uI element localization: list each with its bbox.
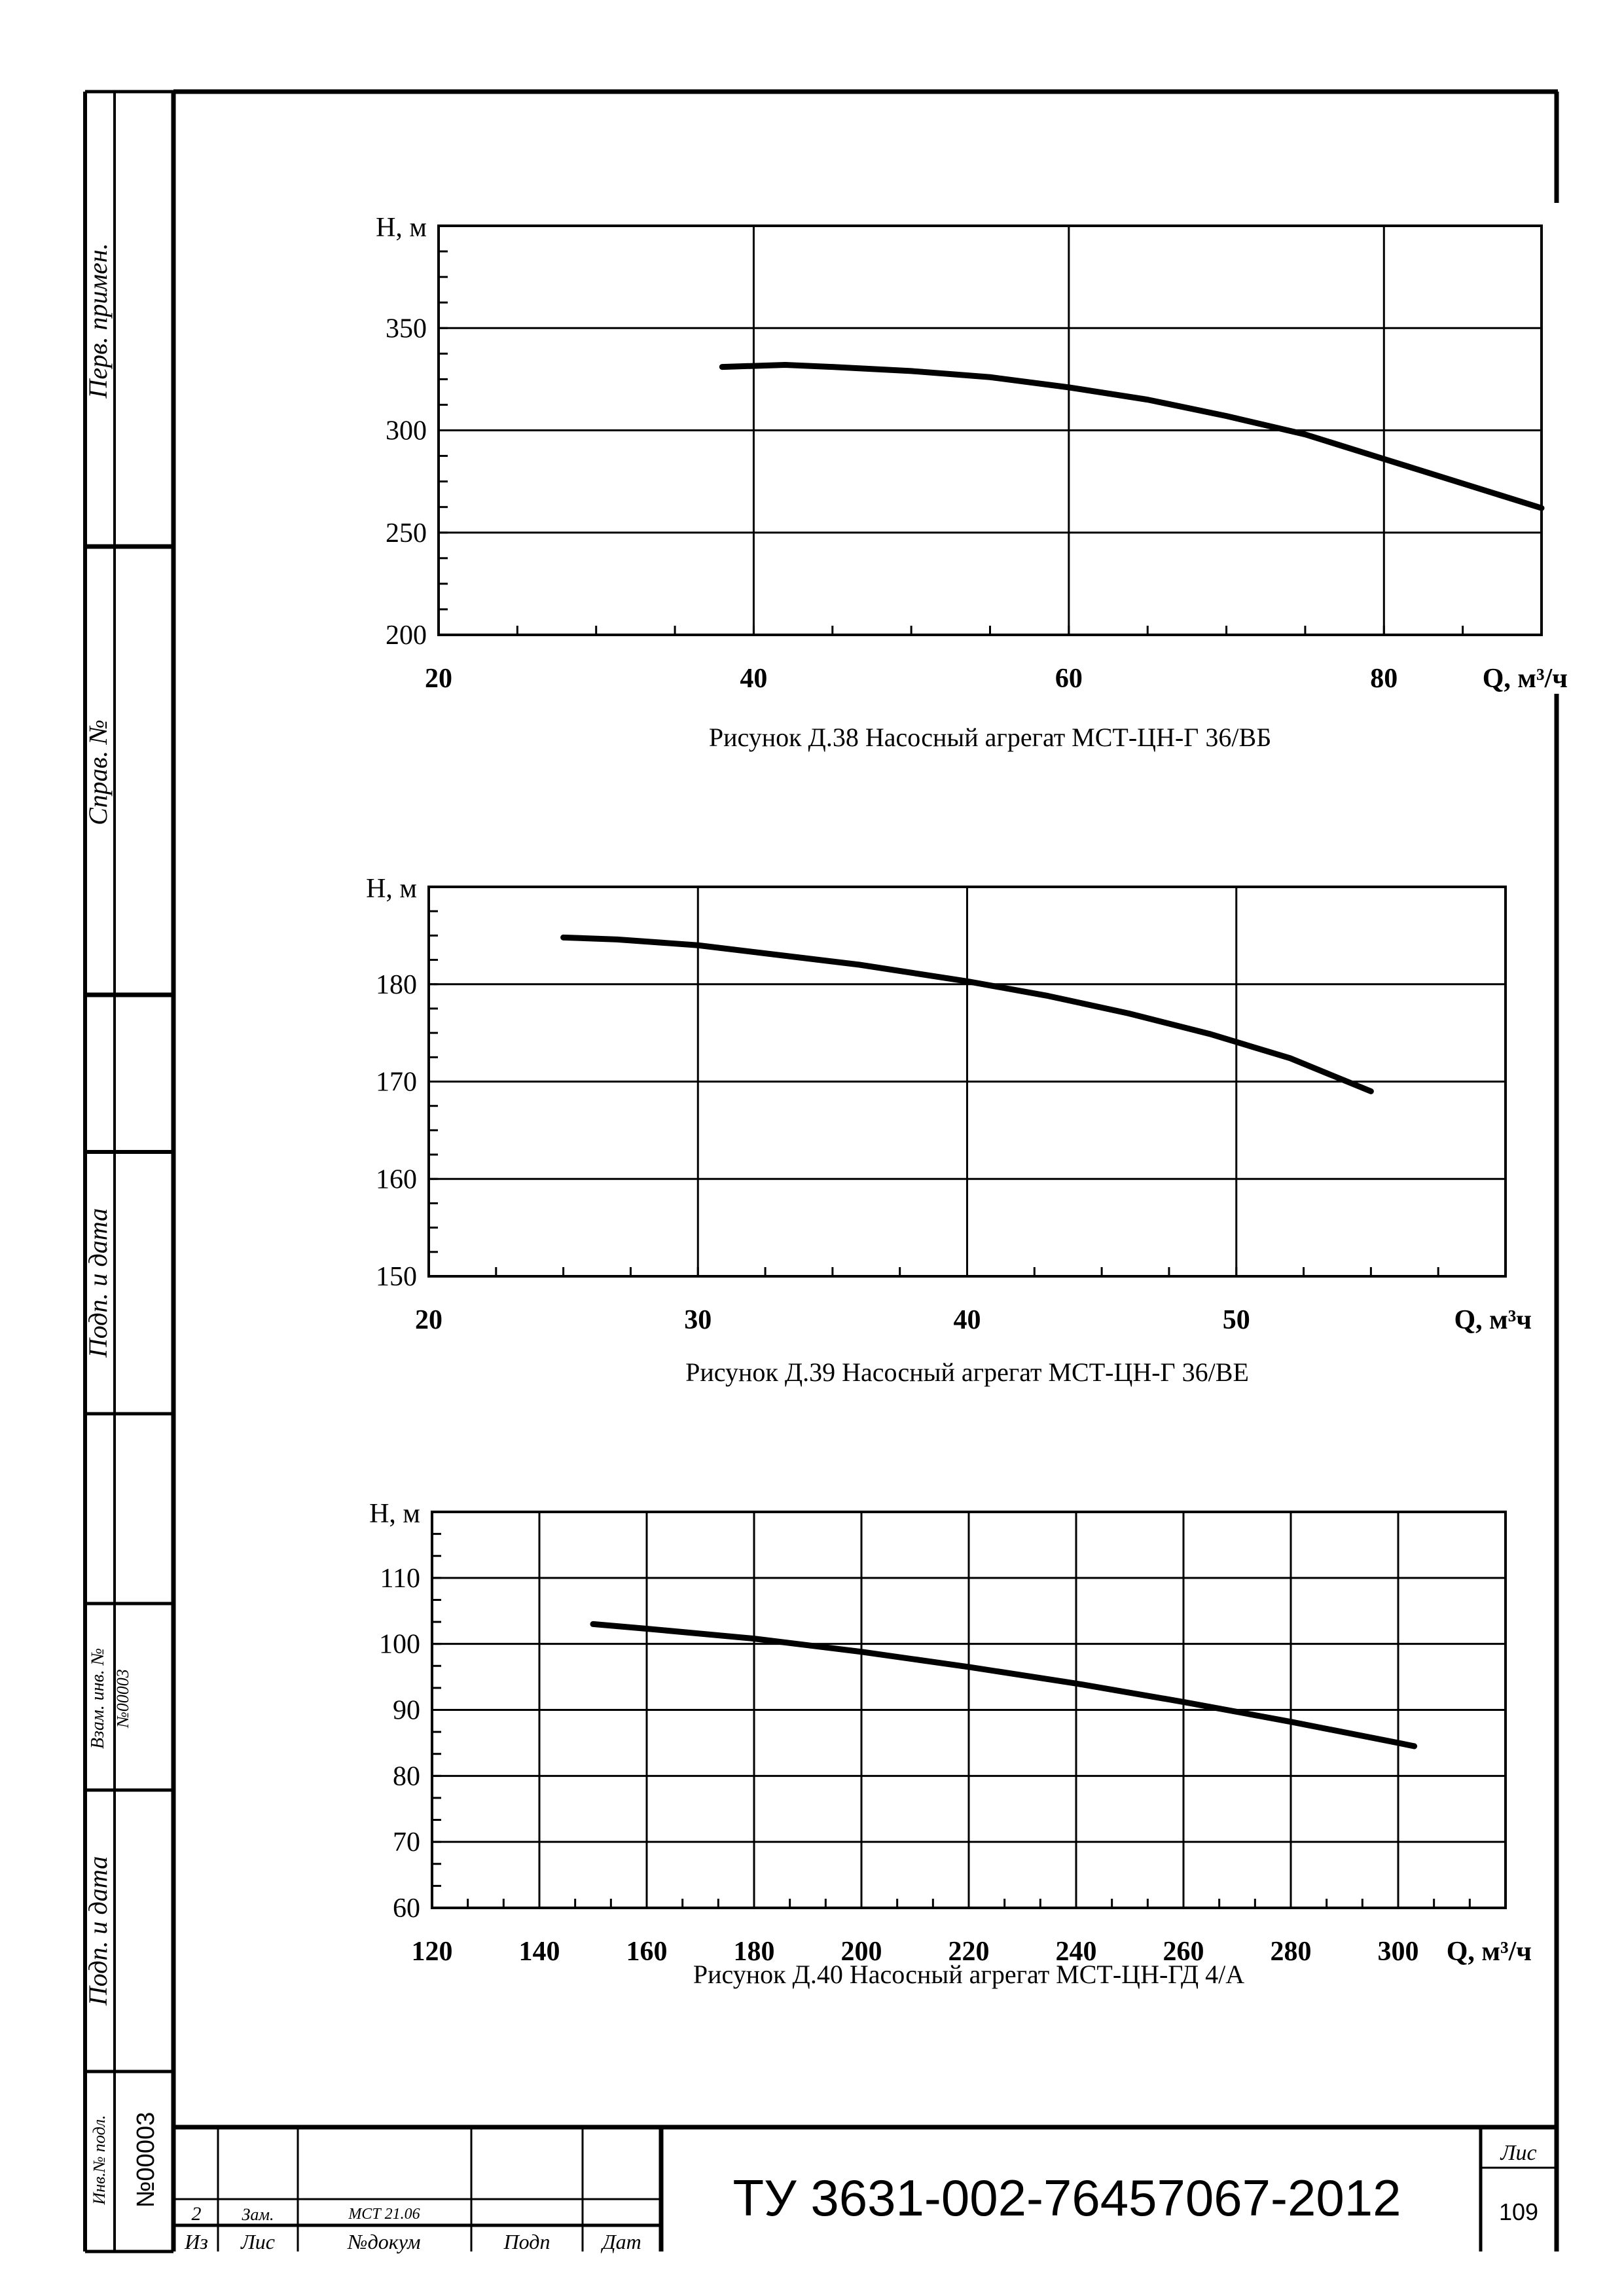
x-tick-label: 60 [1055, 664, 1083, 694]
sidebar: Перв. примен. Справ. № Подп. и дата Взам… [83, 243, 160, 2208]
series-line [719, 362, 1545, 511]
x-tick-label: 140 [519, 1937, 560, 1967]
sidebar-label-podp-data-1: Подп. и дата [83, 1208, 113, 1358]
change-number: 2 [192, 2203, 202, 2225]
y-tick-label: 180 [376, 970, 417, 1000]
x-tick-label: 20 [415, 1305, 442, 1335]
y-tick-label: 300 [386, 416, 427, 446]
x-tick-label: 160 [626, 1937, 668, 1967]
y-axis-label: Н, м [376, 213, 427, 243]
x-tick-label: 260 [1163, 1937, 1204, 1967]
x-tick-label: 200 [841, 1937, 882, 1967]
sidebar-value-vzam-inv: №00003 [113, 1669, 132, 1729]
y-axis-label: Н, м [366, 874, 417, 904]
chart-d39: 150 160 170 180 Н, м 20 30 40 50 Q, м³ч Рисунок Д.… [366, 874, 1532, 1387]
header-list: Лис [240, 2230, 275, 2253]
x-axis-label: Q, м³/ч [1447, 1937, 1532, 1967]
y-tick-label: 170 [376, 1067, 417, 1098]
x-tick-label: 20 [425, 664, 452, 694]
x-tick-label: 30 [684, 1305, 712, 1335]
sidebar-value-inv-podl: №00003 [132, 2112, 160, 2208]
chart-d40: 60 70 80 90 100 110 Н, м 120 140 160 180 200 220 240 2… [369, 1499, 1532, 1989]
y-axis-label: Н, м [369, 1499, 420, 1529]
change-list: Зам. [242, 2205, 274, 2224]
sheet-number: 109 [1499, 2198, 1538, 2225]
x-tick-label: 80 [1370, 664, 1398, 694]
header-doc: №докум [347, 2230, 420, 2253]
chart-caption: Рисунок Д.39 Насосный агрегат МСТ-ЦН-Г 3… [685, 1357, 1249, 1387]
chart-caption: Рисунок Д.38 Насосный агрегат МСТ-ЦН-Г 3… [709, 723, 1271, 752]
page-frame [83, 89, 1559, 2253]
document-code: ТУ 3631-002-76457067-2012 [732, 2169, 1401, 2227]
x-tick-label: 40 [740, 664, 767, 694]
x-axis-label: Q, м³/ч [1483, 664, 1568, 694]
change-doc: МСТ 21.06 [348, 2206, 420, 2223]
header-podp: Подп [503, 2230, 550, 2253]
title-block: 2 Зам. МСТ 21.06 Из Лис №докум Подп Дат … [173, 2125, 1557, 2253]
y-tick-label: 60 [393, 1893, 420, 1924]
y-tick-label: 160 [376, 1164, 417, 1194]
x-tick-label: 50 [1223, 1305, 1250, 1335]
sidebar-label-sprav-no: Справ. № [83, 719, 113, 825]
series-line [560, 934, 1374, 1094]
x-tick-label: 240 [1056, 1937, 1097, 1967]
sidebar-label-inv-podl: Инв.№ подл. [90, 2115, 109, 2205]
chart-d38: 200 250 300 350 Н, м 20 40 60 80 Q, м³/ч Рисунок Д… [376, 213, 1568, 752]
y-tick-label: 350 [386, 314, 427, 344]
x-tick-label: 40 [954, 1305, 981, 1335]
y-tick-label: 70 [393, 1827, 420, 1857]
sidebar-label-perv-primen: Перв. примен. [83, 243, 113, 399]
x-axis-label: Q, м³ч [1454, 1305, 1532, 1335]
y-tick-label: 250 [386, 518, 427, 548]
x-tick-label: 220 [948, 1937, 990, 1967]
y-tick-label: 90 [393, 1696, 420, 1726]
x-tick-label: 300 [1378, 1937, 1419, 1967]
y-tick-label: 200 [386, 620, 427, 651]
x-tick-label: 280 [1271, 1937, 1312, 1967]
y-tick-label: 80 [393, 1761, 420, 1791]
sidebar-label-vzam-inv: Взам. инв. № [88, 1648, 108, 1749]
x-tick-label: 180 [734, 1937, 775, 1967]
chart-caption: Рисунок Д.40 Насосный агрегат МСТ-ЦН-ГД … [693, 1960, 1244, 1989]
series-line [590, 1621, 1418, 1749]
y-tick-label: 150 [376, 1262, 417, 1292]
y-tick-label: 110 [380, 1564, 420, 1594]
y-tick-label: 100 [379, 1630, 420, 1660]
title-block-grid [173, 2125, 1557, 2251]
header-data: Дат [600, 2230, 641, 2253]
sidebar-label-podp-data-2: Подп. и дата [83, 1856, 113, 2006]
x-tick-label: 120 [412, 1937, 453, 1967]
header-izm: Из [184, 2230, 208, 2253]
sheet-label: Лис [1500, 2141, 1536, 2165]
